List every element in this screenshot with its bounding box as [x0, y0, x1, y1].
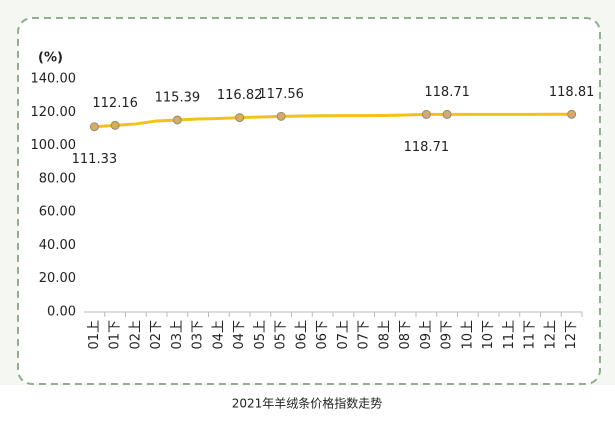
data-point — [276, 111, 286, 121]
x-tick-label: 01上 — [87, 320, 102, 350]
y-tick-label: 40.00 — [39, 238, 76, 253]
data-point — [567, 109, 577, 119]
x-tick-label: 08上 — [377, 320, 392, 350]
data-point — [442, 109, 452, 119]
x-tick-label: 02上 — [128, 320, 143, 350]
x-tick-label: 04下 — [232, 320, 247, 350]
x-tick-label: 10上 — [460, 320, 475, 350]
data-point — [172, 115, 182, 125]
caption: 2021年羊绒条价格指数走势 — [232, 396, 383, 411]
x-tick-label: 07下 — [357, 320, 372, 350]
y-tick-label: 100.00 — [31, 138, 77, 153]
x-tick-label: 03下 — [191, 320, 206, 350]
value-label: 118.71 — [424, 85, 470, 100]
x-tick-label: 11下 — [523, 320, 538, 350]
x-tick-label: 09上 — [419, 320, 434, 350]
x-tick-label: 06下 — [315, 320, 330, 350]
y-tick-label: 20.00 — [39, 271, 76, 286]
data-point — [235, 113, 245, 123]
data-point — [89, 122, 99, 132]
x-tick-label: 10下 — [481, 320, 496, 350]
data-point — [110, 120, 120, 130]
value-label: 112.16 — [92, 96, 138, 111]
x-tick-label: 05上 — [253, 320, 268, 350]
value-label: 116.82 — [217, 88, 263, 103]
x-tick-label: 07上 — [336, 320, 351, 350]
x-tick-label: 09下 — [440, 320, 455, 350]
x-tick-label: 11上 — [502, 320, 517, 350]
data-point — [421, 109, 431, 119]
value-label: 118.81 — [549, 85, 595, 100]
y-tick-label: 60.00 — [39, 205, 76, 220]
x-tick-label: 12下 — [564, 320, 579, 350]
x-tick-label: 02下 — [149, 320, 164, 350]
x-tick-label: 06上 — [294, 320, 309, 350]
value-label: 117.56 — [258, 87, 304, 102]
y-tick-label: 80.00 — [39, 171, 76, 186]
x-tick-label: 04上 — [211, 320, 226, 350]
x-tick-label: 05下 — [274, 320, 289, 350]
y-tick-label: 0.00 — [47, 305, 76, 320]
value-label: 118.71 — [404, 140, 450, 155]
frame — [17, 17, 601, 385]
y-tick-label: 140.00 — [31, 72, 77, 87]
y-axis-label: (%) — [38, 51, 63, 66]
value-label: 111.33 — [72, 152, 118, 167]
x-tick-label: 08下 — [398, 320, 413, 350]
y-tick-label: 120.00 — [31, 105, 77, 120]
x-tick-label: 01下 — [108, 320, 123, 350]
x-tick-label: 03上 — [170, 320, 185, 350]
value-label: 115.39 — [155, 90, 201, 105]
x-tick-label: 12上 — [543, 320, 558, 350]
